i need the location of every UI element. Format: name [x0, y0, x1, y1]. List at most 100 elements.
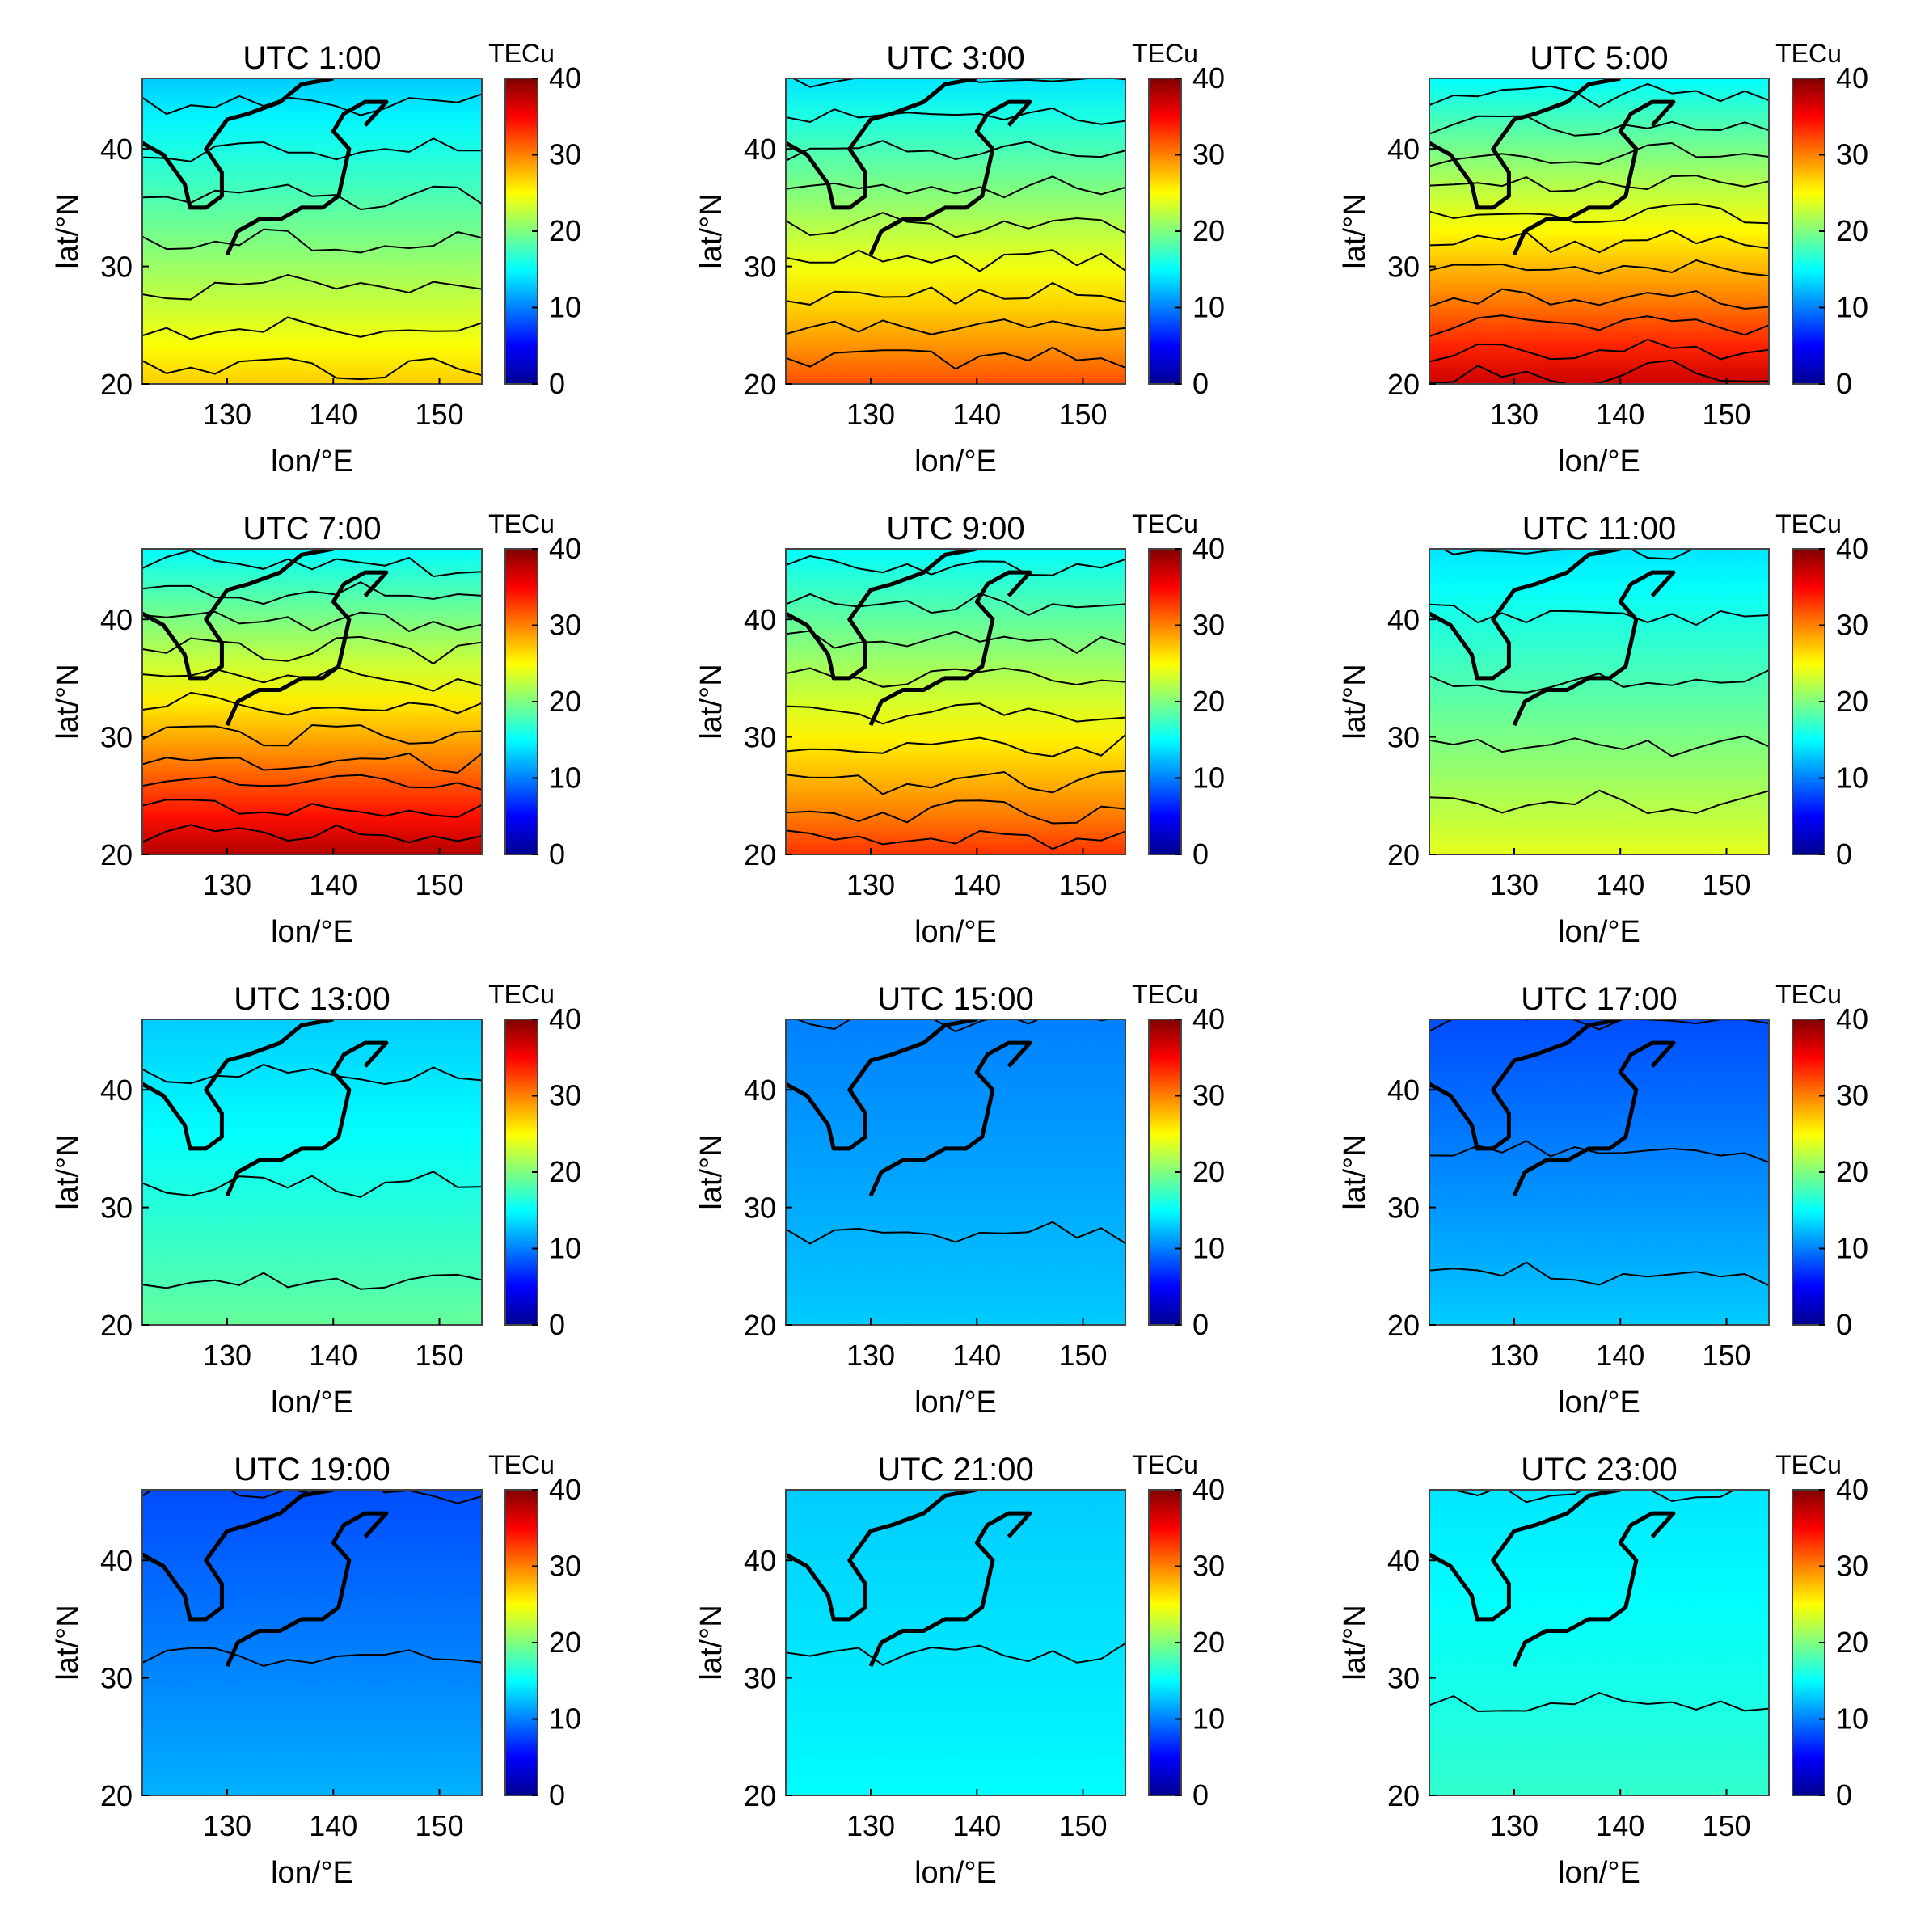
x-axis-label: lon/°E [914, 915, 997, 949]
colorbar-label: TECu [1775, 509, 1842, 538]
panel-utc-5-00: UTC 5:00 130 140 150 lon/°E 20 30 40 lat/°N TECu 0… [1338, 39, 1868, 479]
colorbar-tick-label: 10 [1192, 761, 1225, 795]
contour-line [786, 734, 1125, 757]
plot-frame [785, 78, 1126, 385]
x-axis-label: lon/°E [914, 1386, 997, 1419]
contour-lines [786, 1490, 1125, 1668]
y-tick-label: 20 [100, 1309, 133, 1342]
coastline-continent [142, 549, 334, 681]
tec-field [786, 549, 1125, 854]
colorbar-tick-label: 20 [1192, 1155, 1225, 1188]
panel-title: UTC 15:00 [877, 981, 1033, 1017]
contour-line [1429, 175, 1769, 192]
y-tick-label: 20 [744, 838, 776, 871]
coastline-continent [786, 549, 977, 681]
coastline-japan [1512, 1040, 1676, 1197]
x-tick-label: 140 [1596, 1809, 1644, 1842]
contour-line [786, 212, 1125, 238]
contour-line [786, 140, 1125, 162]
y-tick-label: 20 [1387, 838, 1420, 871]
plot-frame [1429, 1489, 1770, 1796]
y-axis-label: lat/°N [694, 664, 728, 739]
panel-title: UTC 11:00 [1522, 511, 1676, 546]
contour-line [142, 1171, 482, 1198]
y-axis-label: lat/°N [694, 1134, 728, 1209]
y-tick-label: 40 [1387, 1544, 1420, 1577]
y-tick-label: 40 [744, 133, 776, 166]
contour-line [1429, 82, 1769, 108]
y-axis-label: lat/°N [1338, 1605, 1372, 1680]
x-tick-label: 130 [846, 398, 895, 431]
contour-lines [1429, 549, 1769, 815]
contour-line [786, 281, 1125, 306]
y-axis-label: lat/°N [51, 193, 85, 268]
tec-field [142, 78, 482, 384]
x-tick-label: 140 [952, 868, 1001, 901]
x-tick-label: 140 [309, 868, 357, 901]
contour-line [786, 702, 1125, 725]
colorbar-tick-label: 10 [1192, 1702, 1225, 1736]
coastline-japan [868, 1040, 1032, 1197]
y-axis-label: lat/°N [694, 1605, 728, 1680]
coastline-japan [1512, 99, 1676, 256]
colorbar-tick-label: 20 [1192, 685, 1225, 718]
panel-utc-1-00: UTC 1:00 130 140 150 lon/°E 20 30 40 lat/°N TECu 0… [51, 39, 581, 479]
tec-field [1429, 1490, 1769, 1795]
colorbar-tick-label: 20 [549, 685, 581, 718]
x-tick-label: 140 [1596, 1339, 1644, 1372]
colorbar-tick-label: 10 [1836, 761, 1868, 795]
x-tick-label: 150 [1702, 1809, 1750, 1842]
y-tick-label: 40 [744, 603, 776, 636]
panel-title: UTC 21:00 [877, 1452, 1033, 1487]
colorbar-label: TECu [1132, 39, 1198, 68]
panel-title: UTC 19:00 [234, 1452, 390, 1487]
y-tick-label: 40 [100, 133, 133, 166]
plot-frame [785, 548, 1126, 855]
tec-field [786, 78, 1125, 384]
colorbar-tick-label: 30 [1836, 609, 1868, 642]
x-tick-label: 140 [309, 398, 357, 431]
contour-line [142, 274, 482, 301]
contour-line [1429, 1261, 1769, 1287]
colorbar-tick-label: 30 [1836, 138, 1868, 171]
colorbar-tick-label: 20 [1836, 1155, 1868, 1188]
y-tick-label: 30 [744, 721, 776, 754]
panel-title: UTC 17:00 [1521, 981, 1677, 1017]
y-tick-label: 40 [100, 1074, 133, 1107]
colorbar-tick-label: 40 [1192, 61, 1225, 95]
panel-title: UTC 9:00 [886, 511, 1024, 546]
x-tick-label: 130 [846, 1809, 895, 1842]
panel-utc-17-00: UTC 17:00 130 140 150 lon/°E 20 30 40 lat/°N TECu… [1338, 980, 1868, 1419]
panel-title: UTC 5:00 [1530, 40, 1668, 76]
contour-line [1429, 1692, 1769, 1713]
y-tick-label: 40 [1387, 1074, 1420, 1107]
contour-line [142, 183, 482, 211]
contour-line [1429, 288, 1769, 310]
contour-line [142, 610, 482, 633]
colorbar-tick-label: 30 [549, 1550, 581, 1583]
colorbar-tick-label: 20 [1836, 685, 1868, 718]
contour-lines [1429, 1019, 1769, 1287]
contour-line [142, 316, 482, 340]
plot-frame [1429, 78, 1770, 385]
plot-frame [141, 1489, 483, 1796]
y-tick-label: 40 [100, 1544, 133, 1577]
contour-line [142, 228, 482, 254]
contour-line [786, 346, 1125, 370]
colorbar-tick-label: 10 [1836, 1702, 1868, 1736]
x-tick-label: 130 [1490, 398, 1538, 431]
contour-line [1429, 669, 1769, 694]
colorbar-label: TECu [488, 980, 555, 1009]
x-axis-label: lon/°E [1558, 1856, 1640, 1890]
colorbar-tick-label: 0 [1836, 367, 1852, 400]
colorbar-label: TECu [1132, 1450, 1198, 1479]
x-tick-label: 130 [203, 1339, 251, 1372]
tec-field [1429, 1019, 1769, 1325]
colorbar-tick-label: 20 [1836, 214, 1868, 247]
contour-line [1429, 338, 1769, 363]
coastline-continent [1429, 78, 1621, 210]
y-tick-label: 40 [744, 1074, 776, 1107]
contour-line [786, 592, 1125, 617]
plot-frame [141, 1019, 483, 1326]
